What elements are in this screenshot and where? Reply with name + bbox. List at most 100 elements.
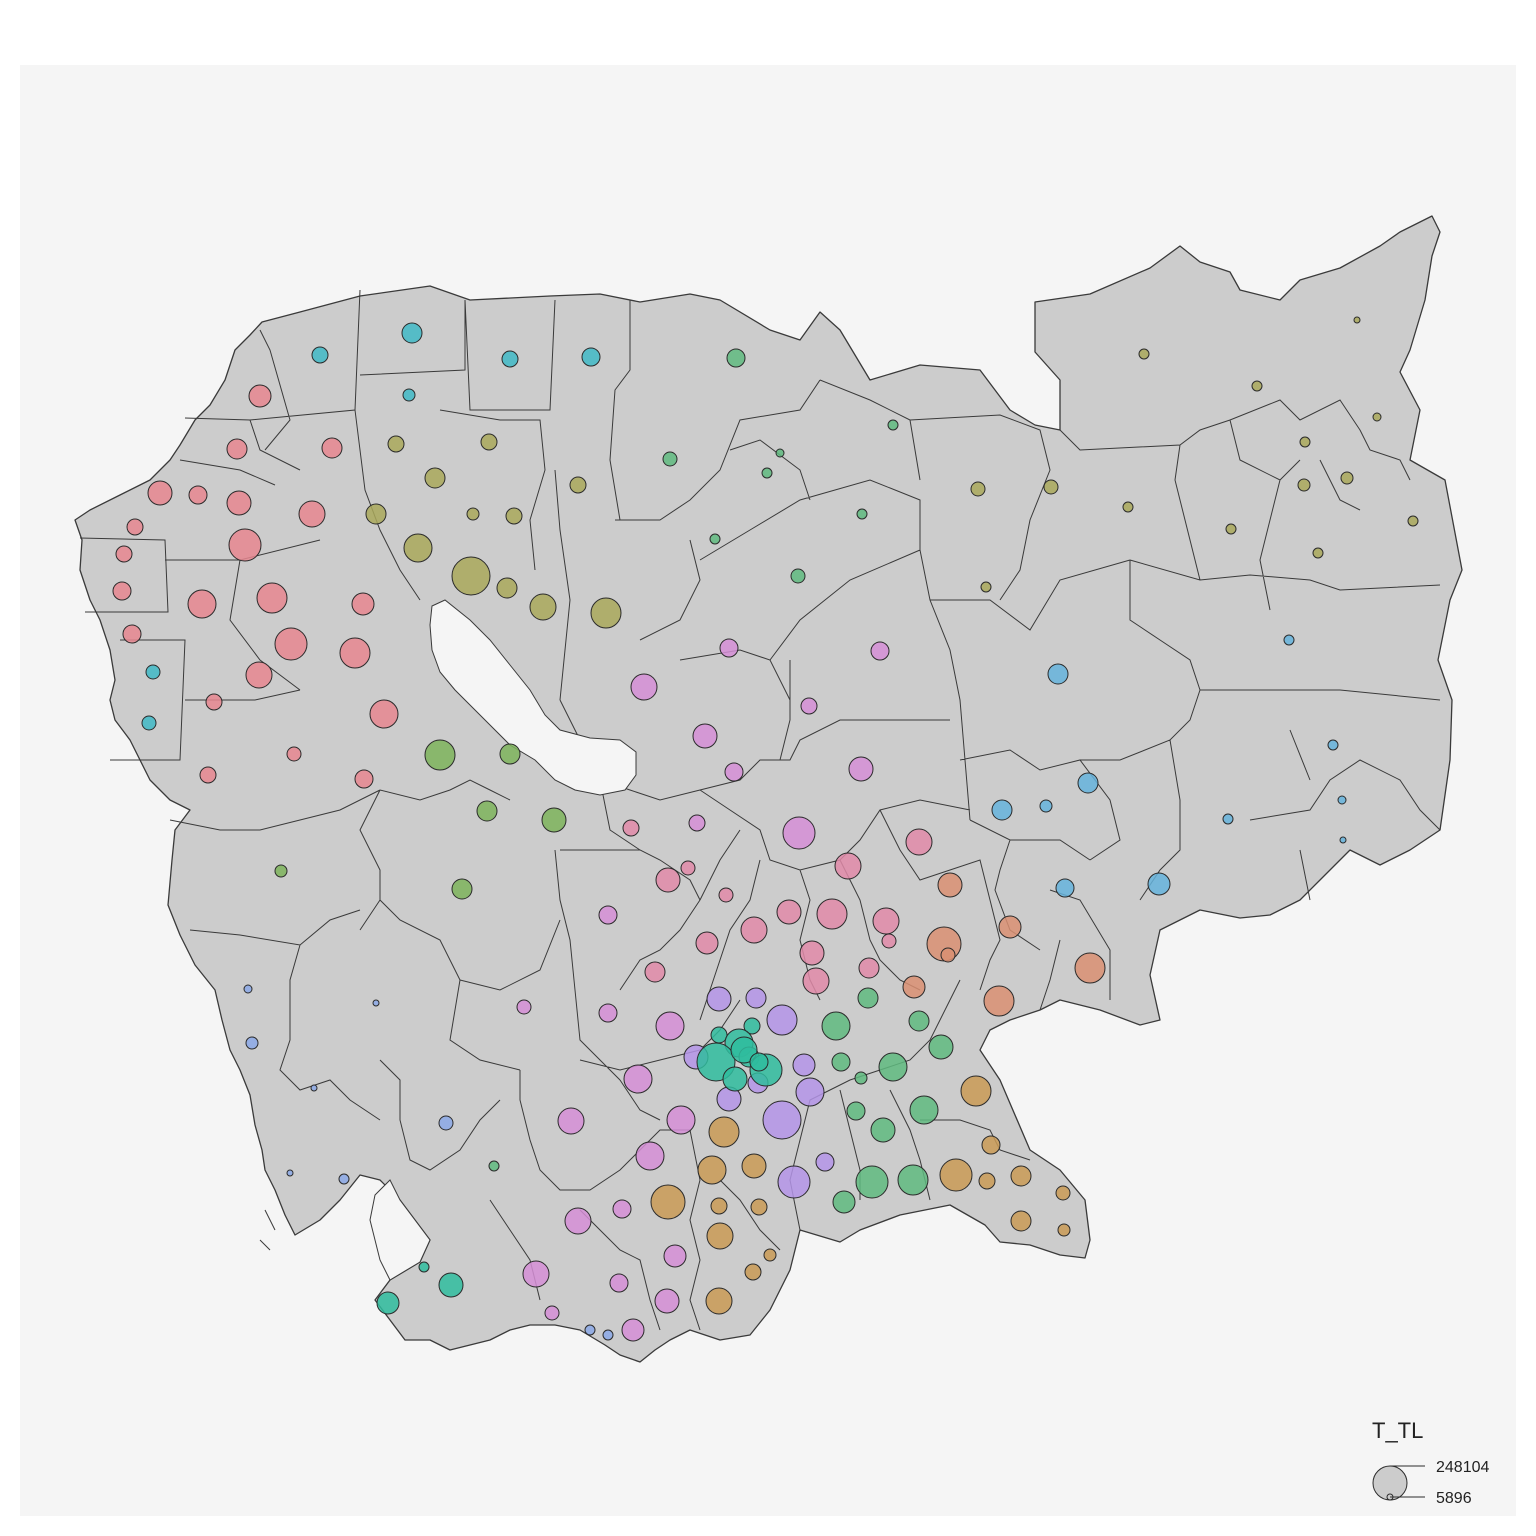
district-bubble [205,693,223,711]
district-bubble [688,814,706,832]
district-bubble [630,673,658,701]
district-bubble [339,637,371,669]
district-bubble [940,947,956,963]
district-bubble [937,872,963,898]
district-bubble [403,533,433,563]
district-bubble [188,485,208,505]
district-bubble [654,1288,680,1314]
district-bubble [799,940,825,966]
district-bubble [815,1152,835,1172]
district-bubble [622,819,640,837]
district-bubble [354,769,374,789]
district-bubble [718,887,734,903]
district-bubble [245,661,273,689]
district-bubble [226,438,248,460]
district-bubble [1283,634,1295,646]
district-bubble [1077,772,1099,794]
district-bubble [1055,1185,1071,1201]
district-bubble [480,433,498,451]
district-bubble [697,1155,727,1185]
district-bubble [650,1184,686,1220]
district-bubble [1147,872,1171,896]
district-bubble [369,699,399,729]
legend-label-min: 5896 [1436,1490,1472,1507]
district-bubble [708,1116,740,1148]
district-bubble [777,1165,811,1199]
district-bubble [750,1198,768,1216]
district-bubble [401,322,423,344]
district-bubble [709,533,721,545]
district-bubble [1251,380,1263,392]
district-bubble [1225,523,1237,535]
district-bubble [187,589,217,619]
district-bubble [541,807,567,833]
district-bubble [857,987,879,1009]
district-bubble [1057,1223,1071,1237]
district-bubble [496,577,518,599]
district-bubble [365,503,387,525]
district-bubble [501,350,519,368]
district-bubble [499,743,521,765]
district-bubble [832,1190,856,1214]
district-bubble [609,1273,629,1293]
district-bubble [782,816,816,850]
district-bubble [351,592,375,616]
district-bubble [854,1071,868,1085]
district-bubble [274,627,308,661]
district-bubble [1340,471,1354,485]
district-bubble [623,1064,653,1094]
district-bubble [1337,795,1347,805]
district-bubble [792,1053,816,1077]
district-bubble [821,1011,851,1041]
district-bubble [1372,412,1382,422]
district-bubble [274,864,288,878]
map-panel: T_TL 248104 5896 [20,65,1516,1516]
district-bubble [761,467,773,479]
district-bubble [831,1052,851,1072]
district-bubble [581,347,601,367]
district-bubble [908,1010,930,1032]
district-bubble [145,664,161,680]
district-bubble [692,723,718,749]
district-bubble [939,1158,973,1192]
district-bubble [980,581,992,593]
district-bubble [816,898,848,930]
district-bubble [1122,501,1134,513]
district-bubble [848,756,874,782]
district-bubble [1074,952,1106,984]
district-bubble [1010,1210,1032,1232]
district-bubble [741,1153,767,1179]
district-bubble [522,1260,550,1288]
district-bubble [762,1100,802,1140]
district-bubble [763,1248,777,1262]
district-bubble [644,961,666,983]
district-bubble [476,800,498,822]
district-bubble [740,916,768,944]
district-bubble [790,568,806,584]
district-bubble [726,348,746,368]
district-bubble [766,1004,798,1036]
district-bubble [978,1172,996,1190]
district-bubble [321,437,343,459]
district-bubble [1043,479,1059,495]
district-bubble [970,481,986,497]
district-bubble [424,467,446,489]
district-bubble [529,593,557,621]
district-bubble [743,1017,761,1035]
district-bubble [909,1095,939,1125]
district-bubble [1339,836,1347,844]
district-bubble [745,987,767,1009]
district-bubble [897,1164,929,1196]
district-bubble [1047,663,1069,685]
district-bubble [666,1105,696,1135]
district-bubble [991,799,1013,821]
district-bubble [856,508,868,520]
district-bubble [1353,316,1361,324]
district-bubble [744,1263,762,1281]
district-bubble [710,1197,728,1215]
district-bubble [858,957,880,979]
district-bubble [569,476,587,494]
district-bubble [243,984,253,994]
district-bubble [226,490,252,516]
district-bubble [564,1207,592,1235]
